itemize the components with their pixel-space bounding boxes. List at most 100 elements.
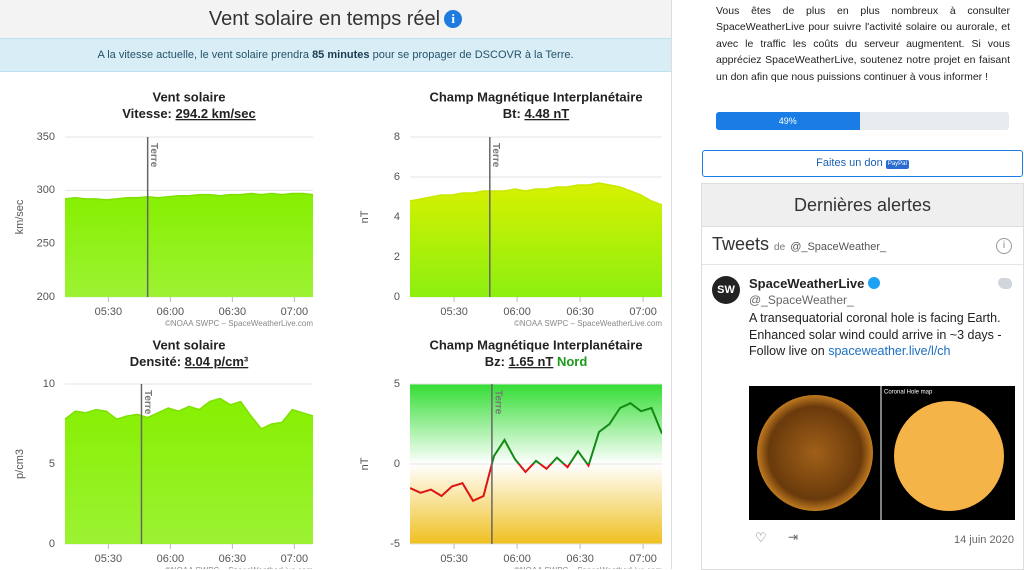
subtitle-label: Bt: [503, 106, 521, 121]
info-icon[interactable]: i [996, 238, 1012, 254]
x-tick-label: 06:00 [157, 553, 185, 565]
area-line [64, 397, 314, 430]
button-label: Faites un don [816, 157, 883, 169]
progress-label: 49% [778, 116, 797, 126]
left-panel: Vent solaire en temps réel i A la vitesse… [0, 0, 672, 569]
area-line [64, 192, 314, 201]
progress: 49% [716, 112, 1009, 130]
banner: A la vitesse actuelle, le vent solaire p… [0, 38, 671, 72]
chart-title: Vent solaire [153, 337, 226, 352]
y-tick-label: 8 [394, 131, 400, 143]
area-fill [65, 398, 313, 544]
y-tick-label: 250 [37, 238, 55, 250]
y-tick-label: -5 [390, 538, 400, 550]
credit: ©NOAA SWPC – SpaceWeatherLive.com [514, 566, 662, 569]
subtitle-value: 1.65 nT [509, 354, 554, 369]
credit: ©NOAA SWPC – SpaceWeatherLive.com [165, 319, 313, 328]
tweets-by: de [774, 242, 786, 253]
tweets-header: Tweets de @_SpaceWeather_ [712, 234, 886, 255]
info-icon[interactable]: i [444, 10, 463, 28]
tweet-author[interactable]: SpaceWeatherLive [749, 276, 880, 291]
tweet-date[interactable]: 14 juin 2020 [954, 534, 1014, 546]
subtitle-label: Vitesse: [122, 106, 172, 121]
chart-title: Champ Magnétique Interplanétaire [429, 89, 642, 104]
line-negative [410, 464, 591, 503]
tweet-image[interactable]: Coronal Hole map [749, 386, 1015, 520]
x-tick-label: 07:00 [281, 553, 309, 565]
tweets-handle[interactable]: @_SpaceWeather_ [790, 241, 887, 253]
sun-image [757, 395, 873, 511]
progress-bar: 49% [716, 112, 860, 130]
x-tick-label: 05:30 [95, 306, 123, 318]
y-tick-label: 300 [37, 184, 55, 196]
y-tick-label: 350 [37, 131, 55, 143]
earth-label: Terre [492, 390, 503, 415]
line-positive [490, 402, 662, 464]
subtitle-value: 294.2 km/sec [176, 106, 256, 121]
like-icon[interactable]: ♡ [755, 530, 767, 545]
sun-map [894, 401, 1004, 511]
earth-label: Terre [142, 390, 153, 415]
banner-text: pour se propager de DSCOVR à la Terre. [372, 49, 574, 61]
x-tick-label: 05:30 [440, 306, 468, 318]
chart-title: Champ Magnétique Interplanétaire [429, 337, 642, 352]
x-tick-label: 06:00 [503, 306, 531, 318]
y-tick-label: 0 [394, 458, 400, 470]
y-axis-label: nT [359, 210, 371, 223]
x-tick-label: 07:00 [629, 306, 657, 318]
paypal-badge: PayPal [885, 160, 909, 169]
y-tick-label: 2 [394, 251, 400, 263]
alerts-header: Dernières alertes [701, 183, 1024, 227]
credit: ©NOAA SWPC – SpaceWeatherLive.com [514, 319, 662, 328]
y-tick-label: 5 [49, 458, 55, 470]
status: Nord [557, 354, 587, 369]
earth-label: Terre [148, 143, 159, 168]
avatar[interactable]: SW [712, 276, 740, 304]
area-fill [410, 183, 662, 297]
charts: Vent solaire Vitesse: 294.2 km/sec km/sec 2… [14, 89, 662, 569]
area-fill [65, 193, 313, 297]
tweet-text: A transequatorial coronal hole is facing… [749, 310, 1017, 360]
x-tick-label: 06:00 [503, 553, 531, 565]
earth-label: Terre [490, 143, 501, 168]
share-icon[interactable]: ⇥ [788, 530, 799, 544]
donation-text: Vous êtes de plus en plus nombreux à con… [716, 5, 1010, 83]
chart-subtitle: Bz: 1.65 nT Nord [485, 354, 588, 369]
x-tick-label: 06:00 [157, 306, 185, 318]
subtitle-label: Bz: [485, 354, 505, 369]
banner-highlight: 85 minutes [312, 49, 370, 61]
image-label: Coronal Hole map [884, 390, 933, 396]
tweet-handle[interactable]: @_SpaceWeather_ [749, 293, 854, 307]
y-tick-label: 0 [394, 291, 400, 303]
subtitle-label: Densité: [130, 354, 181, 369]
banner-text: A la vitesse actuelle, le vent solaire p… [97, 49, 309, 61]
tweets-title: Tweets [712, 234, 770, 254]
tweet-link[interactable]: spaceweather.live/l/ch [828, 344, 951, 358]
x-tick-label: 06:30 [566, 553, 594, 565]
y-axis-label: nT [359, 457, 371, 470]
y-tick-label: 200 [37, 291, 55, 303]
subtitle-value: 4.48 nT [524, 106, 569, 121]
alerts-title: Dernières alertes [793, 195, 932, 215]
x-tick-label: 05:30 [95, 553, 123, 565]
y-tick-label: 6 [394, 171, 400, 183]
x-tick-label: 06:30 [566, 306, 594, 318]
x-tick-label: 07:00 [281, 306, 309, 318]
twitter-icon[interactable] [998, 278, 1012, 289]
divider [702, 264, 1023, 265]
y-axis-label: km/sec [14, 199, 26, 234]
author-name: SpaceWeatherLive [749, 276, 865, 291]
tweets-widget: Tweets de @_SpaceWeather_ i SW SpaceWeat… [701, 226, 1024, 570]
subtitle-value: 8.04 p/cm³ [185, 354, 249, 369]
x-tick-label: 07:00 [629, 553, 657, 565]
chart-title: Vent solaire [153, 89, 226, 104]
donate-button[interactable]: Faites un don PayPal [702, 150, 1023, 177]
y-axis-label: p/cm3 [14, 449, 26, 479]
x-tick-label: 06:30 [219, 306, 247, 318]
x-tick-label: 05:30 [440, 553, 468, 565]
chart-subtitle: Densité: 8.04 p/cm³ [130, 354, 249, 369]
chart-subtitle: Bt: 4.48 nT [503, 106, 570, 121]
page-title: Vent solaire en temps réel [208, 8, 441, 30]
credit: ©NOAA SWPC – SpaceWeatherLive.com [165, 566, 313, 569]
